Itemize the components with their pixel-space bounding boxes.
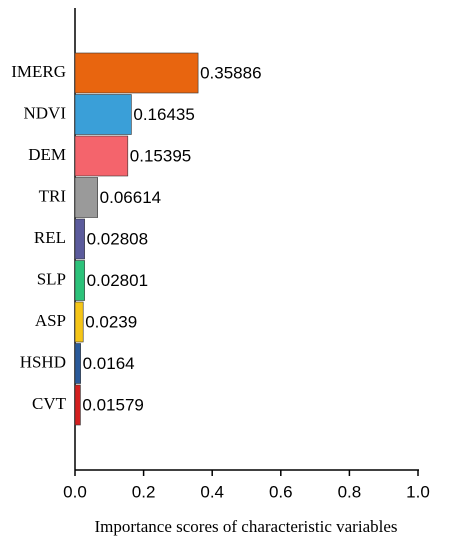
bar xyxy=(74,218,85,260)
bar xyxy=(74,52,199,94)
y-tick-label: HSHD xyxy=(20,352,66,371)
bar xyxy=(74,343,81,384)
value-label: 0.02808 xyxy=(87,229,148,248)
bar xyxy=(74,177,98,218)
y-tick-label: SLP xyxy=(37,269,66,288)
y-tick-label: ASP xyxy=(35,311,66,330)
y-tick-label: NDVI xyxy=(24,103,67,122)
value-label: 0.16435 xyxy=(133,105,194,124)
value-label: 0.35886 xyxy=(200,63,261,82)
x-tick-label: 0.0 xyxy=(63,482,87,501)
value-label: 0.15395 xyxy=(130,146,191,165)
bar xyxy=(74,301,84,343)
value-label: 0.01579 xyxy=(82,395,143,414)
value-label: 0.0164 xyxy=(83,354,135,373)
x-tick-label: 0.6 xyxy=(269,482,293,501)
bar xyxy=(74,94,132,135)
y-tick-label: DEM xyxy=(28,145,66,164)
bar xyxy=(74,135,129,177)
x-axis-title: Importance scores of characteristic vari… xyxy=(94,517,397,536)
x-tick-label: 0.8 xyxy=(338,482,362,501)
value-label: 0.02801 xyxy=(87,271,148,290)
value-label: 0.06614 xyxy=(100,188,161,207)
x-tick-label: 0.4 xyxy=(200,482,224,501)
y-tick-label: REL xyxy=(34,228,66,247)
y-tick-label: TRI xyxy=(39,186,67,205)
x-tick-label: 1.0 xyxy=(406,482,430,501)
y-tick-label: CVT xyxy=(32,394,67,413)
bar xyxy=(74,384,81,426)
y-tick-label: IMERG xyxy=(11,62,66,81)
bar xyxy=(74,260,85,301)
value-label: 0.0239 xyxy=(85,312,137,331)
x-tick-label: 0.2 xyxy=(132,482,156,501)
